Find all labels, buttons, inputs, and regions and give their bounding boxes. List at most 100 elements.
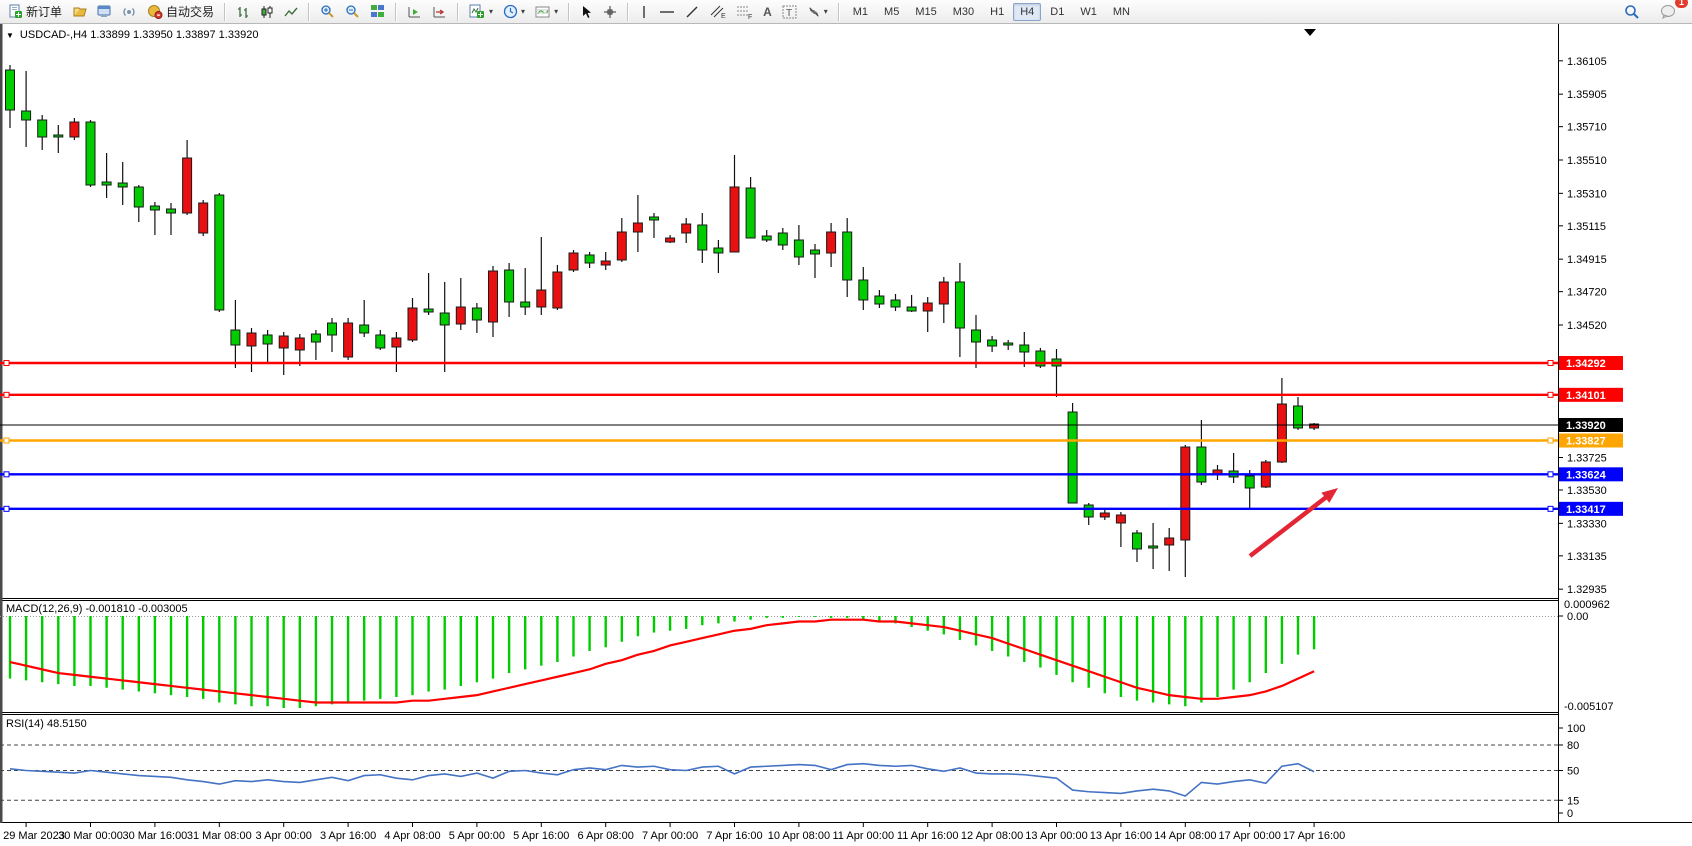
timeframe-mn-button[interactable]: MN bbox=[1112, 5, 1130, 18]
candle-body bbox=[713, 247, 724, 254]
line-handle[interactable] bbox=[1547, 360, 1554, 366]
time-axis-label[interactable]: 10 Apr 08:00 bbox=[768, 830, 830, 842]
auto-scroll-button[interactable] bbox=[402, 1, 427, 23]
trendline-button[interactable] bbox=[680, 1, 704, 23]
price-tag-label: 1.33827 bbox=[1566, 436, 1606, 448]
macd-axis-label: -0.005107 bbox=[1564, 701, 1614, 713]
time-axis-label[interactable]: 30 Mar 00:00 bbox=[58, 830, 123, 842]
price-tag bbox=[1559, 356, 1623, 370]
toolbar-separator bbox=[568, 2, 571, 21]
candle-body bbox=[294, 337, 305, 351]
chart-shift-button[interactable] bbox=[427, 1, 452, 23]
cursor-button[interactable] bbox=[575, 1, 598, 23]
timeframe-h4-button[interactable]: H4 bbox=[1013, 2, 1042, 21]
candle-body bbox=[729, 186, 740, 253]
chart-canvas[interactable]: 1.36105 1.35905 1.35710 1.35510 1.35310 1.351… bbox=[0, 24, 1692, 846]
line-chart-button[interactable] bbox=[279, 1, 303, 23]
new-order-button[interactable]: 新订单 bbox=[3, 1, 67, 23]
time-axis-label[interactable]: 31 Mar 08:00 bbox=[187, 830, 252, 842]
candle-body bbox=[166, 208, 176, 214]
trend-arrow-head[interactable] bbox=[1321, 488, 1338, 503]
time-axis-label[interactable]: 5 Apr 16:00 bbox=[513, 830, 569, 842]
search-button[interactable] bbox=[1619, 1, 1645, 23]
templates-button[interactable]: ▾ bbox=[530, 1, 563, 23]
candle-body bbox=[520, 301, 531, 308]
periods-button[interactable]: ▾ bbox=[498, 1, 530, 23]
trend-arrow[interactable] bbox=[1248, 492, 1332, 558]
time-axis-label[interactable]: 14 Apr 08:00 bbox=[1154, 830, 1216, 842]
vertical-line-icon bbox=[639, 5, 649, 19]
time-axis-label[interactable]: 6 Apr 08:00 bbox=[578, 830, 634, 842]
new-order-label: 新订单 bbox=[26, 5, 63, 19]
community-button[interactable]: 1 bbox=[1655, 0, 1688, 23]
time-axis-label[interactable]: 3 Apr 00:00 bbox=[256, 830, 312, 842]
candle-body bbox=[278, 335, 289, 349]
candle-body bbox=[488, 270, 498, 323]
timeframe-h1-button[interactable]: H1 bbox=[990, 5, 1005, 18]
arrows-icon bbox=[807, 5, 821, 19]
candlestick-chart-button[interactable] bbox=[255, 1, 279, 23]
line-handle[interactable] bbox=[3, 437, 10, 444]
time-axis-label[interactable]: 4 Apr 08:00 bbox=[384, 830, 440, 842]
text-label-button[interactable]: T bbox=[777, 1, 802, 23]
line-handle[interactable] bbox=[1547, 391, 1554, 398]
time-axis-label[interactable]: 13 Apr 00:00 bbox=[1025, 830, 1087, 842]
text-button[interactable]: A bbox=[758, 1, 777, 23]
line-handle[interactable] bbox=[1547, 505, 1554, 512]
auto-trading-button[interactable]: 自动交易 bbox=[142, 1, 219, 23]
time-axis-label[interactable]: 17 Apr 16:00 bbox=[1283, 830, 1345, 842]
time-axis-label[interactable]: 13 Apr 16:00 bbox=[1090, 830, 1152, 842]
zoom-in-icon bbox=[320, 4, 335, 19]
timeframe-m30-button[interactable]: M30 bbox=[952, 5, 975, 18]
line-handle[interactable] bbox=[3, 391, 10, 398]
time-axis-label[interactable]: 12 Apr 08:00 bbox=[961, 830, 1023, 842]
time-axis-label[interactable]: 7 Apr 00:00 bbox=[642, 830, 698, 842]
timeframe-d1-button[interactable]: D1 bbox=[1050, 5, 1065, 18]
candle-body bbox=[745, 187, 756, 239]
vertical-line-button[interactable] bbox=[634, 1, 654, 23]
candle-body bbox=[149, 205, 160, 211]
time-axis-label[interactable]: 11 Apr 16:00 bbox=[897, 830, 959, 842]
chart-shift-marker[interactable] bbox=[1304, 29, 1316, 36]
candle-body bbox=[1309, 423, 1320, 429]
time-axis-label[interactable]: 17 Apr 00:00 bbox=[1219, 830, 1281, 842]
zoom-in-button[interactable] bbox=[315, 1, 340, 23]
time-axis-label[interactable]: 30 Mar 16:00 bbox=[122, 830, 187, 842]
bar-chart-button[interactable] bbox=[231, 1, 255, 23]
fibonacci-icon: F bbox=[736, 4, 753, 19]
line-handle[interactable] bbox=[3, 360, 10, 366]
rsi-axis-label: 0 bbox=[1567, 808, 1573, 820]
time-axis-label[interactable]: 7 Apr 16:00 bbox=[706, 830, 762, 842]
crosshair-button[interactable] bbox=[598, 1, 622, 23]
indicators-icon bbox=[469, 4, 486, 19]
chart-window[interactable]: 1.36105 1.35905 1.35710 1.35510 1.35310 1.351… bbox=[0, 24, 1692, 846]
time-axis-label[interactable]: 3 Apr 16:00 bbox=[320, 830, 376, 842]
trendline-icon bbox=[685, 5, 699, 19]
fibonacci-button[interactable]: F bbox=[731, 1, 758, 23]
time-axis-label[interactable]: 29 Mar 2023 bbox=[3, 830, 65, 842]
time-axis-label[interactable]: 11 Apr 00:00 bbox=[833, 830, 895, 842]
time-axis-label[interactable]: 5 Apr 00:00 bbox=[449, 830, 505, 842]
profiles-button[interactable] bbox=[67, 1, 92, 23]
timeframe-w1-button[interactable]: W1 bbox=[1080, 5, 1097, 18]
price-tag-label: 1.33417 bbox=[1566, 504, 1606, 516]
arrows-button[interactable]: ▾ bbox=[802, 1, 833, 23]
indicators-button[interactable]: ▾ bbox=[464, 1, 498, 23]
equidistant-channel-button[interactable]: E bbox=[704, 1, 731, 23]
timeframe-m1-button[interactable]: M1 bbox=[852, 5, 869, 18]
timeframe-m5-button[interactable]: M5 bbox=[884, 5, 900, 18]
line-handle[interactable] bbox=[1547, 471, 1554, 478]
auto-trading-icon bbox=[147, 4, 163, 19]
line-handle[interactable] bbox=[3, 471, 10, 478]
zoom-out-button[interactable] bbox=[340, 1, 365, 23]
timeframe-m15-button[interactable]: M15 bbox=[915, 5, 937, 18]
line-handle[interactable] bbox=[1547, 437, 1554, 444]
tile-windows-button[interactable] bbox=[365, 1, 390, 23]
line-handle[interactable] bbox=[3, 505, 10, 512]
terminal-button[interactable] bbox=[92, 1, 117, 23]
collapse-triangle-icon[interactable]: ▼ bbox=[6, 30, 14, 40]
candle-body bbox=[198, 202, 209, 234]
cursor-icon bbox=[580, 5, 593, 19]
signals-button[interactable] bbox=[117, 1, 142, 23]
horizontal-line-button[interactable] bbox=[654, 1, 680, 23]
